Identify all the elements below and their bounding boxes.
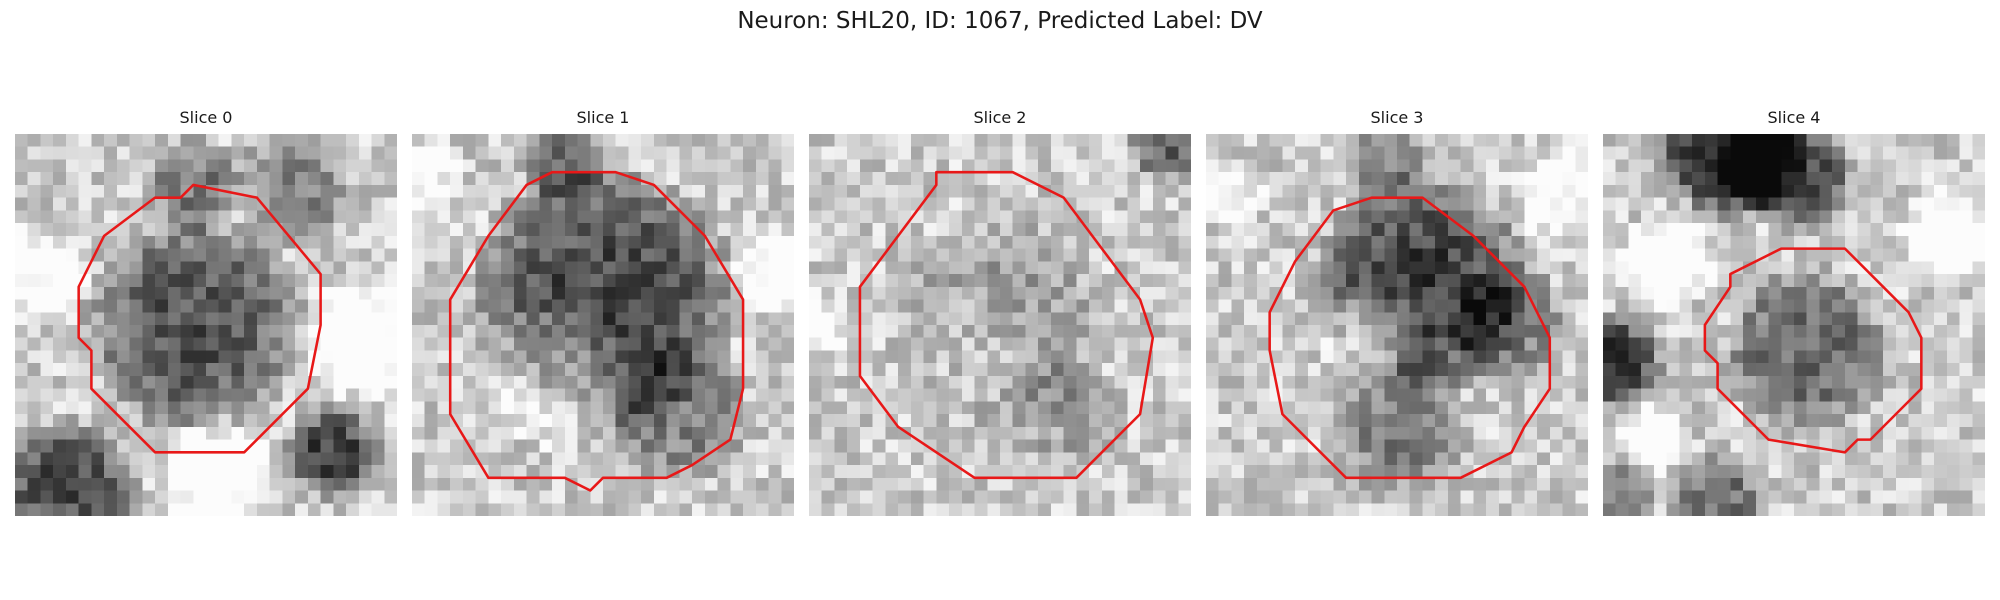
slice-image (1603, 134, 1985, 516)
slice-image (1206, 134, 1588, 516)
segmentation-contour (858, 170, 1155, 480)
slice-image (412, 134, 794, 516)
slice-title: Slice 2 (973, 108, 1027, 127)
segmentation-contour (1703, 247, 1923, 454)
slice-image (15, 134, 397, 516)
slice-title: Slice 4 (1767, 108, 1821, 127)
slice-title: Slice 0 (179, 108, 233, 127)
slice-title: Slice 3 (1370, 108, 1424, 127)
segmentation-contour (448, 170, 745, 492)
slice-title: Slice 1 (576, 108, 630, 127)
segmentation-contour (77, 183, 322, 454)
figure-title: Neuron: SHL20, ID: 1067, Predicted Label… (737, 8, 1263, 34)
slice-image (809, 134, 1191, 516)
segmentation-contour (1268, 196, 1552, 480)
